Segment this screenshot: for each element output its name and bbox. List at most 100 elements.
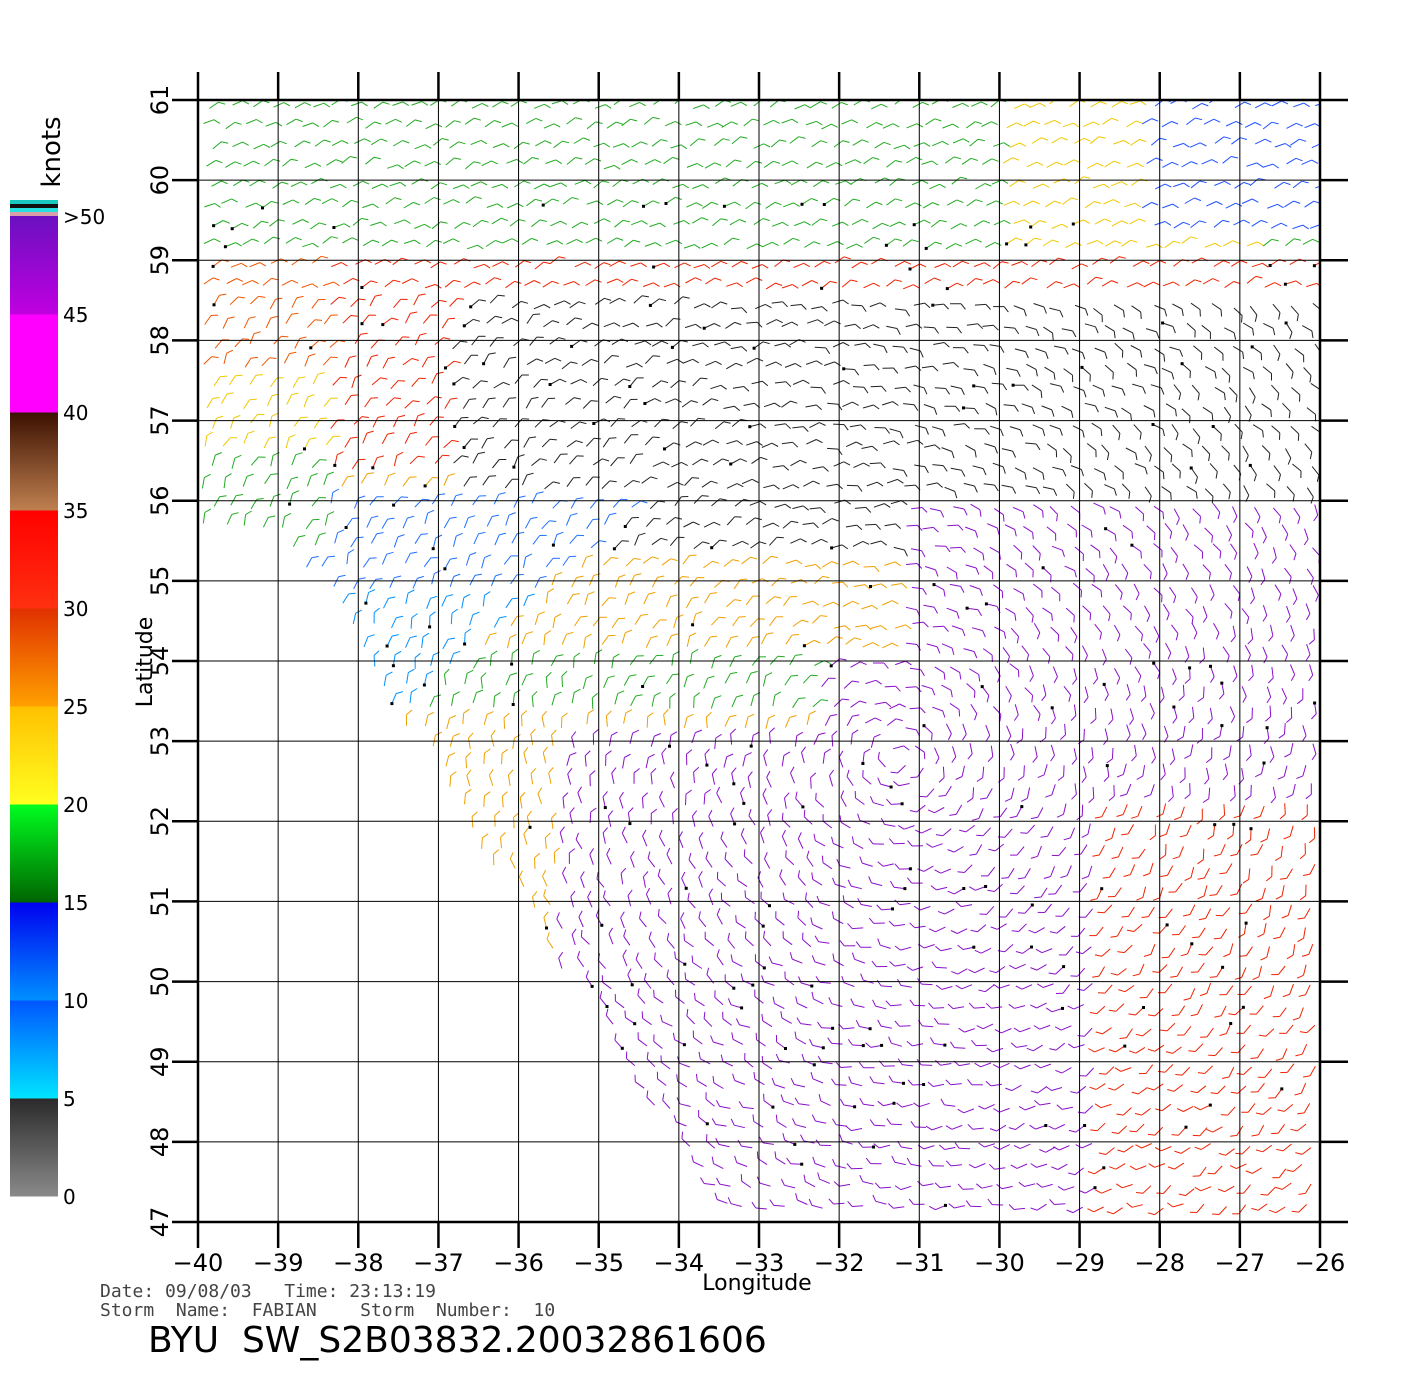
wind-barb: [1237, 985, 1252, 996]
wind-barb: [1077, 1105, 1094, 1114]
wind-barb: [710, 1035, 724, 1046]
wind-barb: [1193, 1103, 1212, 1111]
wind-barb: [481, 833, 489, 849]
wind-barb: [1315, 103, 1320, 107]
y-tick-label: 57: [146, 405, 174, 436]
wind-barb: [703, 789, 711, 805]
wind-barb: [839, 1098, 857, 1109]
wind-barb: [1213, 928, 1228, 940]
wind-barb: [1092, 257, 1109, 265]
wind-barb: [923, 326, 940, 334]
wind-barb: [501, 791, 508, 808]
wind-barb: [553, 453, 568, 464]
wind-barb: [1055, 984, 1070, 994]
wind-barb: [565, 512, 578, 526]
wind-barb: [665, 239, 683, 245]
wind-barb: [814, 260, 831, 268]
wind-barb: [746, 321, 763, 328]
wind-barb: [742, 752, 752, 767]
wind-barb: [723, 237, 740, 246]
wind-barb: [546, 932, 554, 949]
wind-barb: [1033, 704, 1041, 722]
wind-barb: [886, 1118, 902, 1126]
wind-barb: [855, 1019, 872, 1031]
wind-barb: [987, 1198, 1004, 1206]
wind-barb: [973, 262, 991, 267]
wind-barb: [877, 1019, 892, 1029]
wind-barb: [979, 788, 993, 800]
wind-barb: [501, 122, 519, 128]
wind-barb: [362, 239, 380, 247]
wind-barb: [869, 796, 884, 807]
wind-barb: [1147, 1083, 1164, 1091]
wind-barb: [1250, 1082, 1265, 1093]
wind-barb: [932, 140, 949, 147]
wind-barb: [794, 731, 804, 747]
wind-barb: [1003, 326, 1020, 335]
wind-barb: [674, 496, 689, 506]
wind-barb: [1190, 220, 1207, 228]
wind-barb: [551, 100, 569, 106]
wind-barb: [1054, 1025, 1072, 1031]
wind-barb: [1102, 605, 1111, 622]
wind-barb: [230, 494, 244, 506]
wind-barb: [781, 400, 798, 408]
wind-barb: [1305, 643, 1311, 661]
wind-barb: [1206, 201, 1223, 207]
wind-barb: [851, 261, 868, 269]
wind-barb: [342, 315, 358, 324]
wind-barb: [685, 789, 692, 806]
wind-barb: [765, 596, 782, 604]
wind-barb: [909, 999, 926, 1007]
x-tick-label: −30: [974, 1249, 1025, 1277]
wind-barb: [1144, 784, 1155, 798]
wind-barb: [1089, 1083, 1106, 1090]
wind-barb: [862, 404, 880, 410]
wind-barb: [424, 711, 435, 727]
wind-barb: [583, 633, 592, 649]
wind-barb: [1112, 424, 1121, 441]
wind-barb: [1030, 1002, 1047, 1009]
wind-barb: [783, 202, 800, 208]
wind-barb: [1036, 983, 1054, 988]
wind-barb: [211, 452, 222, 466]
wind-barb: [858, 1061, 875, 1069]
wind-barb: [827, 636, 843, 645]
wind-barb: [414, 144, 432, 150]
wind-barb: [781, 812, 791, 828]
wind-barb: [582, 674, 593, 690]
wind-barb: [1282, 983, 1294, 998]
wind-barb: [1291, 387, 1301, 402]
wind-barb: [935, 828, 952, 837]
wind-barb: [1271, 384, 1280, 401]
wind-barb: [894, 308, 911, 317]
wind-barb: [1113, 139, 1130, 145]
wind-barb: [614, 1033, 624, 1050]
wind-barb: [372, 415, 385, 428]
wind-barb: [414, 223, 431, 229]
wind-barb: [1258, 1028, 1275, 1037]
wind-barb: [1046, 526, 1057, 541]
wind-barb: [654, 952, 663, 968]
wind-barb: [620, 867, 627, 885]
wind-barb: [652, 262, 671, 269]
wind-barb: [1261, 403, 1272, 417]
wind-barb: [371, 138, 388, 146]
wind-barb: [1180, 942, 1194, 957]
wind-barb: [866, 122, 883, 129]
wind-barb: [751, 264, 769, 269]
wind-barb: [809, 422, 826, 429]
wind-barb: [932, 625, 949, 632]
wind-barb: [897, 824, 915, 830]
colorbar-label: 35: [63, 499, 88, 523]
wind-barb: [883, 440, 900, 446]
wind-barb: [489, 650, 498, 666]
wind-barb: [366, 515, 379, 528]
wind-barb: [688, 852, 696, 869]
wind-barb: [650, 768, 657, 785]
wind-barb: [566, 238, 583, 245]
wind-barb: [373, 607, 381, 624]
wind-barb: [523, 593, 535, 607]
wind-barb: [648, 931, 656, 948]
wind-barb: [537, 787, 543, 805]
